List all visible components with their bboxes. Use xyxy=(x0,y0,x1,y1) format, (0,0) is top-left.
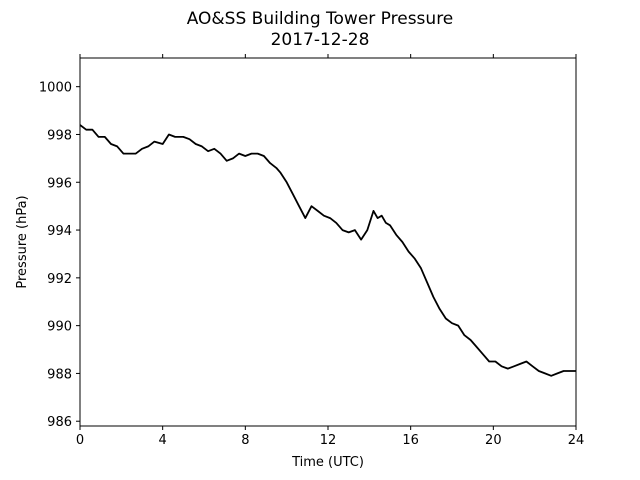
y-tick-label: 994 xyxy=(47,224,72,239)
y-tick-label: 990 xyxy=(47,320,72,335)
x-tick-label: 20 xyxy=(485,433,502,448)
x-tick-label: 24 xyxy=(568,433,585,448)
axis-ticks: 0 4 8 12 16 20 24 986 988 990 992 994 996 998 1000 xyxy=(39,54,584,448)
y-tick-label: 998 xyxy=(47,128,72,143)
y-tick-label: 996 xyxy=(47,176,72,191)
y-axis-label: Pressure (hPa) xyxy=(15,195,30,288)
y-tick-label: 986 xyxy=(47,415,72,430)
chart-title: AO&SS Building Tower Pressure xyxy=(187,9,454,29)
x-tick-label: 16 xyxy=(402,433,419,448)
x-tick-label: 4 xyxy=(159,433,167,448)
y-tick-label: 992 xyxy=(47,272,72,287)
chart-subtitle: 2017-12-28 xyxy=(271,30,370,50)
pressure-series-line xyxy=(79,124,576,377)
x-tick-label: 12 xyxy=(320,433,337,448)
x-axis-label: Time (UTC) xyxy=(291,455,364,470)
x-tick-label: 0 xyxy=(76,433,84,448)
y-tick-label: 1000 xyxy=(39,81,72,96)
plot-area xyxy=(79,124,576,377)
y-tick-label: 988 xyxy=(47,367,72,382)
x-tick-label: 8 xyxy=(241,433,249,448)
plot-frame xyxy=(79,57,577,427)
